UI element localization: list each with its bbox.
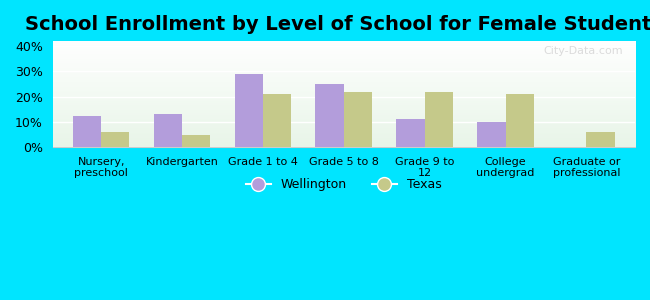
Title: School Enrollment by Level of School for Female Students: School Enrollment by Level of School for…: [25, 15, 650, 34]
Legend: Wellington, Texas: Wellington, Texas: [241, 173, 447, 196]
Bar: [506, 94, 534, 147]
Bar: [586, 132, 615, 147]
Bar: [315, 84, 344, 147]
Bar: [235, 74, 263, 147]
Bar: [344, 92, 372, 147]
Bar: [477, 122, 506, 147]
Bar: [396, 119, 424, 147]
Bar: [101, 132, 129, 147]
Bar: [263, 94, 291, 147]
Bar: [182, 134, 211, 147]
Bar: [73, 116, 101, 147]
Bar: [153, 114, 182, 147]
Text: City-Data.com: City-Data.com: [544, 46, 623, 56]
Bar: [424, 92, 453, 147]
